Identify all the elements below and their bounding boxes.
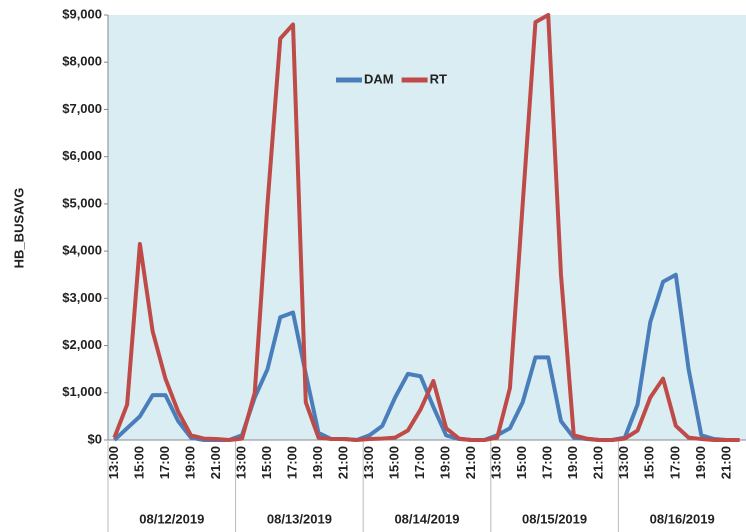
y-tick-label: $1,000 [62,384,102,399]
x-tick-label: 17:00 [157,446,172,479]
y-tick-label: $3,000 [62,290,102,305]
group-label: 08/15/2019 [522,511,587,526]
x-tick-label: 17:00 [412,446,427,479]
plot-area [108,15,746,440]
x-tick-label: 13:00 [233,446,248,479]
x-tick-label: 19:00 [310,446,325,479]
x-tick-label: 13:00 [106,446,121,479]
legend-label: RT [430,71,447,86]
group-label: 08/13/2019 [267,511,332,526]
x-tick-label: 21:00 [718,446,733,479]
y-tick-label: $7,000 [62,101,102,116]
x-tick-label: 21:00 [208,446,223,479]
group-label: 08/12/2019 [139,511,204,526]
y-tick-label: $0 [88,431,102,446]
x-tick-label: 15:00 [387,446,402,479]
y-axis-label: HB_BUSAVG [11,188,26,269]
x-tick-label: 17:00 [540,446,555,479]
y-tick-label: $4,000 [62,243,102,258]
x-tick-label: 13:00 [616,446,631,479]
group-label: 08/16/2019 [650,511,715,526]
x-tick-label: 19:00 [693,446,708,479]
x-tick-label: 17:00 [667,446,682,479]
x-tick-label: 13:00 [489,446,504,479]
x-tick-label: 15:00 [259,446,274,479]
y-tick-label: $8,000 [62,54,102,69]
y-tick-label: $5,000 [62,195,102,210]
x-tick-label: 21:00 [335,446,350,479]
x-tick-label: 19:00 [438,446,453,479]
group-label: 08/14/2019 [394,511,459,526]
x-tick-label: 19:00 [182,446,197,479]
x-tick-label: 19:00 [565,446,580,479]
x-tick-label: 21:00 [463,446,478,479]
y-tick-label: $6,000 [62,148,102,163]
x-tick-label: 13:00 [361,446,376,479]
y-tick-label: $9,000 [62,6,102,21]
x-tick-label: 17:00 [284,446,299,479]
series-line [112,13,740,442]
y-tick-label: $2,000 [62,337,102,352]
x-tick-label: 21:00 [591,446,606,479]
x-tick-label: 15:00 [642,446,657,479]
x-tick-label: 15:00 [131,446,146,479]
x-tick-label: 15:00 [514,446,529,479]
legend-label: DAM [364,71,394,86]
